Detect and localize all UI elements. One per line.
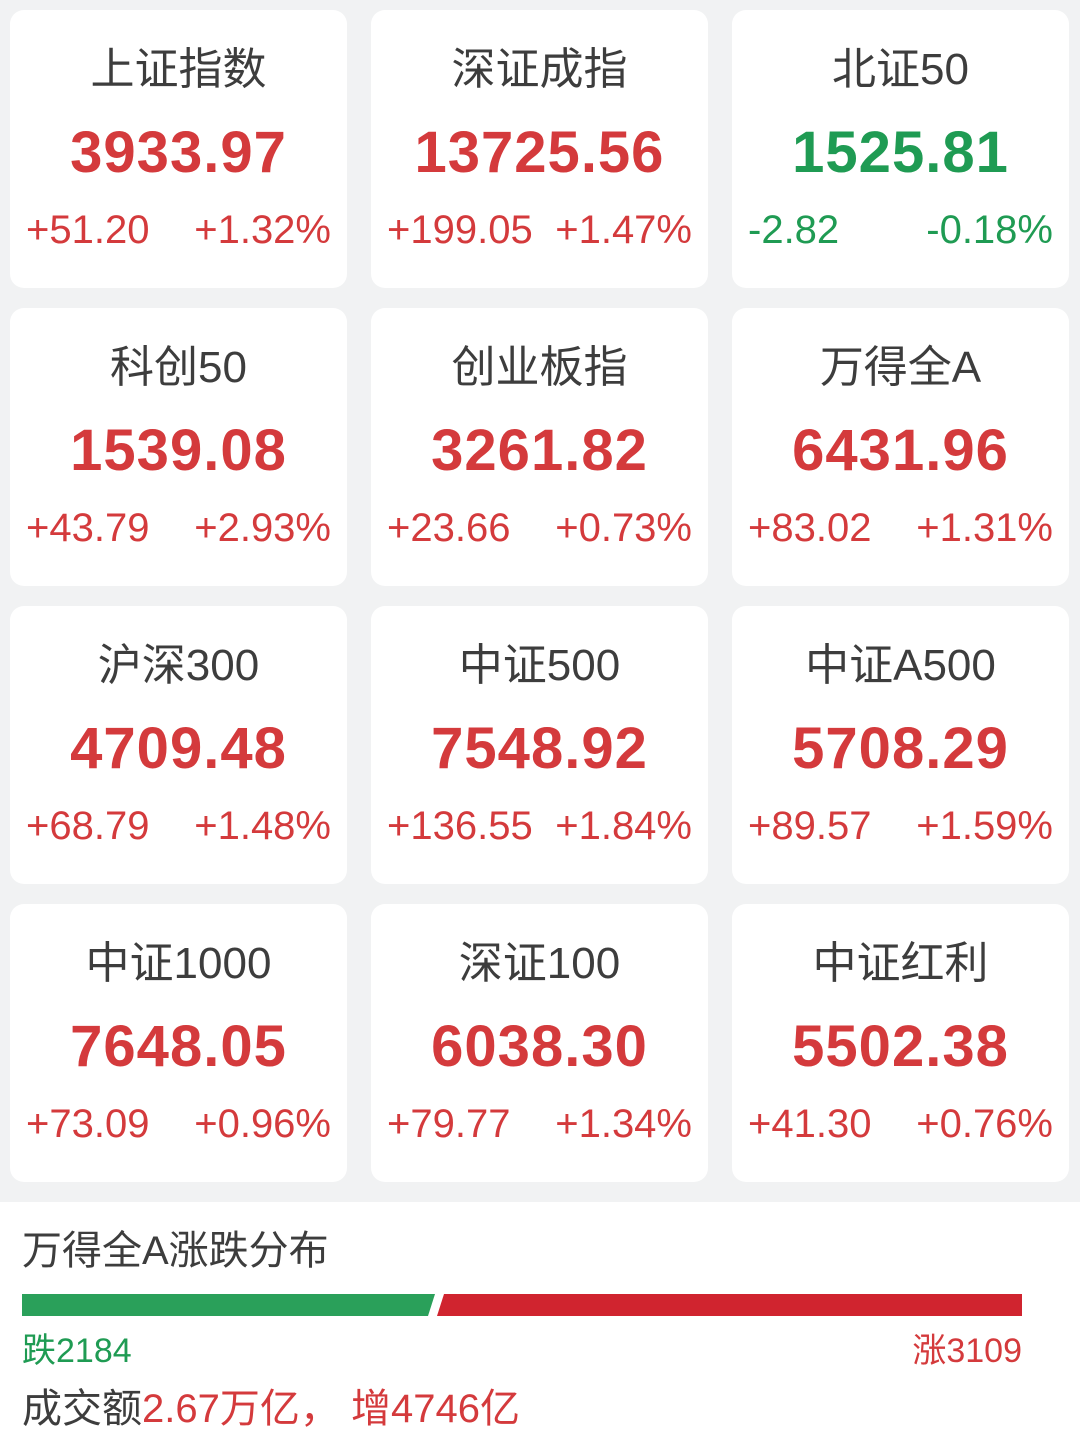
index-change-row: +73.09 +0.96% [10, 1102, 347, 1146]
advancers-bar-segment [437, 1294, 1022, 1316]
index-value: 3261.82 [431, 418, 648, 483]
index-change-row: +83.02 +1.31% [732, 506, 1069, 550]
index-value: 7548.92 [431, 716, 648, 781]
index-card-sz100[interactable]: 深证100 6038.30 +79.77 +1.34% [371, 904, 708, 1182]
index-value: 1539.08 [70, 418, 287, 483]
index-change: -2.82 [748, 208, 840, 252]
distribution-title: 万得全A涨跌分布 [22, 1229, 329, 1273]
decliners-count-label: 跌2184 [22, 1332, 132, 1370]
index-change-pct: +1.84% [555, 804, 692, 848]
index-change-row: +199.05 +1.47% [371, 208, 708, 252]
index-name: 深证100 [458, 939, 621, 988]
index-value: 3933.97 [70, 120, 287, 185]
index-change-pct: +1.59% [916, 804, 1053, 848]
index-card-wind-all-a[interactable]: 万得全A 6431.96 +83.02 +1.31% [732, 308, 1069, 586]
index-change: +89.57 [748, 804, 872, 848]
index-change-row: +89.57 +1.59% [732, 804, 1069, 848]
index-change: +43.79 [26, 506, 150, 550]
index-change-pct: -0.18% [926, 208, 1053, 252]
index-value: 5708.29 [792, 716, 1009, 781]
index-card-csi300[interactable]: 沪深300 4709.48 +68.79 +1.48% [10, 606, 347, 884]
index-change: +23.66 [387, 506, 511, 550]
index-name: 上证指数 [90, 45, 267, 94]
turnover-prefix: 成交额 [22, 1387, 142, 1431]
index-change-row: -2.82 -0.18% [732, 208, 1069, 252]
index-name: 中证A500 [805, 641, 996, 690]
index-value: 5502.38 [792, 1014, 1009, 1079]
advance-decline-bar [22, 1294, 1022, 1316]
index-change-pct: +0.76% [916, 1102, 1053, 1146]
distribution-panel: 万得全A涨跌分布 跌2184 涨3109 成交额2.67万亿， 增4746亿 [0, 1202, 1080, 1448]
index-card-csi500[interactable]: 中证500 7548.92 +136.55 +1.84% [371, 606, 708, 884]
index-name: 中证500 [458, 641, 621, 690]
index-change-pct: +1.48% [194, 804, 331, 848]
index-change-pct: +2.93% [194, 506, 331, 550]
index-change-row: +79.77 +1.34% [371, 1102, 708, 1146]
index-change-pct: +0.96% [194, 1102, 331, 1146]
index-card-csi1000[interactable]: 中证1000 7648.05 +73.09 +0.96% [10, 904, 347, 1182]
index-card-csi-a500[interactable]: 中证A500 5708.29 +89.57 +1.59% [732, 606, 1069, 884]
index-card-chinext[interactable]: 创业板指 3261.82 +23.66 +0.73% [371, 308, 708, 586]
index-value: 6431.96 [792, 418, 1009, 483]
advance-decline-labels: 跌2184 涨3109 [22, 1332, 1022, 1370]
index-change: +136.55 [387, 804, 533, 848]
index-change: +41.30 [748, 1102, 872, 1146]
index-change-row: +23.66 +0.73% [371, 506, 708, 550]
index-change: +73.09 [26, 1102, 150, 1146]
index-change-row: +51.20 +1.32% [10, 208, 347, 252]
decliners-bar-segment [22, 1294, 435, 1316]
advancers-count-label: 涨3109 [912, 1332, 1022, 1370]
index-change-row: +41.30 +0.76% [732, 1102, 1069, 1146]
index-name: 创业板指 [451, 343, 628, 392]
index-value: 13725.56 [414, 120, 665, 185]
index-change-row: +136.55 +1.84% [371, 804, 708, 848]
index-name: 万得全A [819, 343, 982, 392]
index-card-bse50[interactable]: 北证50 1525.81 -2.82 -0.18% [732, 10, 1069, 288]
index-change-pct: +1.34% [555, 1102, 692, 1146]
index-change: +68.79 [26, 804, 150, 848]
index-change-pct: +0.73% [555, 506, 692, 550]
index-card-star50[interactable]: 科创50 1539.08 +43.79 +2.93% [10, 308, 347, 586]
index-card-shenzhen-component[interactable]: 深证成指 13725.56 +199.05 +1.47% [371, 10, 708, 288]
index-value: 4709.48 [70, 716, 287, 781]
index-change: +79.77 [387, 1102, 511, 1146]
index-change-row: +43.79 +2.93% [10, 506, 347, 550]
index-value: 1525.81 [792, 120, 1009, 185]
index-value: 6038.30 [431, 1014, 648, 1079]
index-name: 深证成指 [451, 45, 628, 94]
index-card-shanghai-composite[interactable]: 上证指数 3933.97 +51.20 +1.32% [10, 10, 347, 288]
index-change: +199.05 [387, 208, 533, 252]
index-name: 中证红利 [812, 939, 989, 988]
index-change: +83.02 [748, 506, 872, 550]
index-name: 北证50 [832, 45, 969, 94]
index-name: 中证1000 [85, 939, 272, 988]
index-change-row: +68.79 +1.48% [10, 804, 347, 848]
index-change-pct: +1.47% [555, 208, 692, 252]
turnover-value: 2.67万亿， 增4746亿 [142, 1387, 520, 1431]
index-change-pct: +1.31% [916, 506, 1053, 550]
index-value: 7648.05 [70, 1014, 287, 1079]
index-change: +51.20 [26, 208, 150, 252]
turnover-line: 成交额2.67万亿， 增4746亿 [22, 1386, 1022, 1432]
index-change-pct: +1.32% [194, 208, 331, 252]
index-card-grid: 上证指数 3933.97 +51.20 +1.32% 深证成指 13725.56… [10, 10, 1069, 1182]
index-name: 科创50 [110, 343, 247, 392]
index-card-csi-dividend[interactable]: 中证红利 5502.38 +41.30 +0.76% [732, 904, 1069, 1182]
index-name: 沪深300 [97, 641, 260, 690]
